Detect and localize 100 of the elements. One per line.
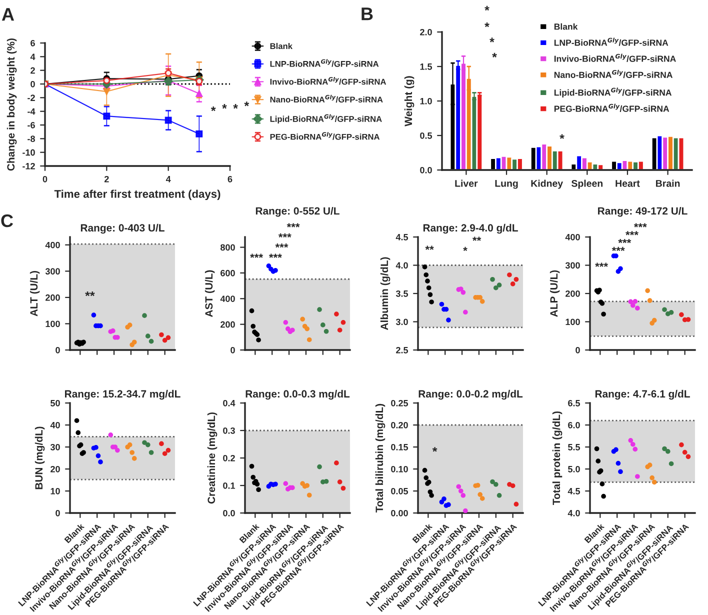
y-tick-label: 0 <box>230 346 235 354</box>
annotation: * <box>490 38 494 42</box>
y-tick-label: 3.0 <box>396 318 408 326</box>
y-tick-label: -8 <box>28 136 35 142</box>
y-axis-title: BUN (mg/dL) <box>34 426 45 490</box>
chart-title: Range: 0.0-0.3 mg/dL <box>246 390 350 400</box>
annotation: ** <box>472 236 482 241</box>
legend-label: LNP-BioRNA$^{Gly}$/GFP-siRNA <box>270 59 379 67</box>
y-tick-label: 0.05 <box>391 488 408 494</box>
y-tick-label: 100 <box>566 318 580 326</box>
legend-label: Blank <box>270 42 292 50</box>
chart-title: Range: 2.9-4.0 g/dL <box>423 224 518 234</box>
y-tick-label: 200 <box>220 321 235 328</box>
annotation: *** <box>250 254 264 258</box>
y-tick-label: 0 <box>56 510 60 516</box>
y-tick-label: 3.5 <box>396 290 408 297</box>
text: * <box>484 6 490 11</box>
text: * <box>233 104 238 109</box>
y-axis-title: Total protein (g/dL) <box>552 411 562 505</box>
y-tick-label: 2 <box>30 67 35 74</box>
y-axis-title: Albumin (g/dL) <box>380 257 390 330</box>
y-tick-label: 400 <box>45 242 60 248</box>
text: B <box>362 8 373 20</box>
annotation: *** <box>278 233 292 238</box>
text: * <box>244 102 250 106</box>
legend-label: Nano-BioRNA$^{Gly}$/GFP-siRNA <box>554 70 673 78</box>
annotation: *** <box>268 254 282 258</box>
y-tick-label: 4 <box>30 54 36 60</box>
legend-label: Nano-BioRNA$^{Gly}$/GFP-siRNA <box>270 94 383 103</box>
y-tick-label: 0 <box>30 80 35 88</box>
y-tick-label: 0.5 <box>420 132 432 139</box>
chart-title: Range: 49-172 U/L <box>598 206 688 217</box>
chart-title: Range: 15.2-34.7 mg/dL <box>65 390 180 400</box>
y-tick-label: 20 <box>50 466 60 472</box>
annotation: * <box>432 447 438 452</box>
x-tick-label: 4 <box>166 176 171 182</box>
x-tick-label: Liver <box>455 180 478 187</box>
text: *** <box>634 223 647 228</box>
y-tick-label: 40 <box>50 422 60 428</box>
chart-title: Range: 0.0-0.2 mg/dL <box>418 390 523 400</box>
y-tick-label: 0.00 <box>391 510 408 516</box>
annotation: * <box>463 246 468 252</box>
y-tick-label: 400 <box>565 234 580 240</box>
y-tick-label: -10 <box>22 149 35 156</box>
y-tick-label: 0.4 <box>223 400 236 406</box>
y-tick-label: 600 <box>220 270 235 276</box>
y-tick-label: 10 <box>50 488 60 494</box>
y-tick-label: 5.0 <box>568 466 580 472</box>
chart-title: Range: 0-552 U/L <box>256 206 340 217</box>
chart-title: Range: 0-403 U/L <box>80 224 164 234</box>
annotation: ** <box>85 292 95 296</box>
annotation: *** <box>275 244 288 248</box>
annotation: *** <box>595 262 608 267</box>
y-tick-label: 0.3 <box>223 427 235 434</box>
annotation: * <box>492 52 497 58</box>
y-tick-label: 4.5 <box>396 234 408 240</box>
legend-label: Blank <box>554 23 578 30</box>
y-tick-label: 400 <box>220 296 235 302</box>
y-tick-label: 0.20 <box>391 422 408 428</box>
y-tick-label: 4.5 <box>568 488 580 494</box>
y-axis-title: ALP (U/L) <box>550 270 560 317</box>
text: C <box>1 214 14 228</box>
annotation: * <box>222 104 227 109</box>
text: *** <box>286 223 300 228</box>
x-axis-title: Time after first treatment (days) <box>54 190 220 200</box>
y-tick-label: -4 <box>28 108 36 115</box>
x-tick-label: Lung <box>495 180 518 189</box>
x-tick-label: Kidney <box>531 180 563 189</box>
y-tick-label: 1.0 <box>420 98 432 104</box>
legend-label: PEG-BioRNA$^{Gly}$/GFP-siRNA <box>270 132 380 140</box>
annotation: * <box>560 134 564 139</box>
text: *** <box>626 231 638 236</box>
y-tick-label: 0.10 <box>391 466 408 472</box>
y-tick-label: 0.1 <box>223 482 236 489</box>
legend-label: PEG-BioRNA$^{Gly}$/GFP-siRNA <box>554 104 670 112</box>
y-tick-label: 1.5 <box>420 64 432 70</box>
y-tick-label: 0.0 <box>223 510 235 516</box>
y-tick-label: 30 <box>50 444 60 450</box>
y-tick-label: 6.0 <box>568 422 580 428</box>
y-tick-label: 800 <box>220 244 235 251</box>
y-tick-label: -6 <box>28 122 35 128</box>
x-tick-label: 2 <box>104 176 109 182</box>
x-tick-label: Heart <box>616 180 640 187</box>
y-tick-label: 300 <box>565 262 580 269</box>
y-tick-label: 6.5 <box>568 400 580 406</box>
chart-title: Range: 4.7-6.1 g/dL <box>595 390 690 400</box>
x-tick-label: Spleen <box>572 180 602 189</box>
y-tick-label: -12 <box>22 162 35 170</box>
y-tick-label: 200 <box>46 294 60 301</box>
y-tick-label: 2.0 <box>420 28 432 36</box>
y-tick-label: -2 <box>28 94 35 101</box>
text: * <box>484 22 490 28</box>
annotation: *** <box>612 246 625 252</box>
y-axis-title: ALT (U/L) <box>30 270 40 316</box>
y-tick-label: 4.0 <box>396 262 408 269</box>
legend-label: Lipid-BioRNA$^{Gly}$/GFP-siRNA <box>270 114 382 124</box>
y-tick-label: 2.5 <box>396 346 408 354</box>
y-axis-title: AST (U/L) <box>204 270 215 317</box>
y-tick-label: 100 <box>46 320 60 328</box>
y-tick-label: 4.0 <box>568 510 580 516</box>
